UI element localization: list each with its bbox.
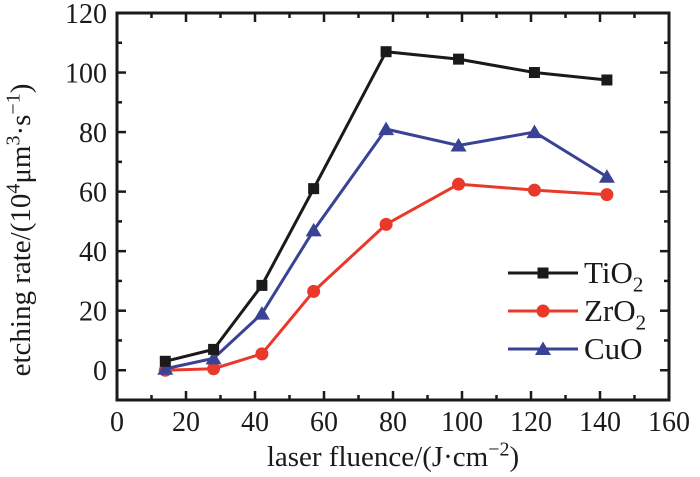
data-point-ZrO2 (600, 188, 614, 202)
x-tick-label: 40 (241, 407, 269, 438)
data-point-CuO (157, 361, 174, 375)
x-axis-title: laser fluence/(J·cm−2) (267, 439, 519, 473)
data-point-TiO2 (453, 53, 465, 65)
data-point-TiO2 (208, 343, 220, 355)
x-tick-label: 160 (648, 407, 690, 438)
series-line-TiO2 (164, 50, 608, 363)
legend-label-TiO2: TiO2 (584, 255, 643, 296)
data-point-CuO (378, 121, 395, 136)
data-point-ZrO2 (452, 177, 466, 191)
x-tick-label: 140 (579, 407, 621, 438)
x-tick-label: 100 (441, 407, 483, 438)
data-point-TiO2 (308, 183, 320, 195)
legend-item-TiO2: TiO2 (508, 255, 643, 296)
y-tick-label: 100 (65, 59, 107, 90)
data-point-ZrO2 (307, 284, 321, 298)
data-point-TiO2 (380, 46, 392, 58)
series-CuO (157, 121, 615, 375)
legend-marker-square-icon (537, 267, 549, 279)
legend-marker-triangle-icon (535, 341, 551, 355)
series-line-ZrO2 (165, 182, 607, 372)
y-tick-label: 0 (93, 356, 107, 387)
y-tick-label: 80 (79, 118, 107, 149)
data-point-TiO2 (601, 74, 613, 86)
series-TiO2 (159, 46, 613, 367)
y-tick-label: 20 (79, 297, 107, 328)
x-tick-label: 80 (379, 407, 407, 438)
y-tick-label: 60 (79, 178, 107, 209)
legend-item-ZrO2: ZrO2 (508, 293, 646, 334)
data-point-CuO (598, 169, 615, 183)
data-point-CuO (253, 306, 270, 320)
data-point-CuO (305, 222, 322, 237)
data-point-TiO2 (528, 67, 540, 79)
data-point-CuO (450, 137, 467, 152)
x-tick-label: 120 (510, 407, 552, 438)
data-point-ZrO2 (207, 362, 221, 376)
x-tick-label: 20 (172, 407, 200, 438)
data-point-ZrO2 (255, 347, 269, 361)
data-point-ZrO2 (527, 183, 541, 197)
legend-marker-circle-icon (536, 304, 550, 318)
legend-item-CuO: CuO (508, 331, 643, 366)
data-point-CuO (205, 350, 222, 365)
y-tick-label: 120 (65, 0, 107, 30)
x-tick-label: 60 (310, 407, 338, 438)
x-tick-label: 0 (110, 407, 124, 438)
y-axis-title: etching rate/(104μm3·s−1) (3, 84, 37, 377)
axis-ticks (115, 11, 671, 400)
data-point-CuO (526, 124, 543, 139)
data-point-TiO2 (256, 279, 268, 291)
data-point-ZrO2 (379, 217, 393, 231)
series-ZrO2 (158, 177, 614, 377)
y-tick-label: 40 (79, 237, 107, 268)
legend-label-CuO: CuO (584, 331, 643, 366)
series-line-CuO (164, 127, 608, 371)
data-point-TiO2 (159, 355, 171, 367)
legend-label-ZrO2: ZrO2 (584, 293, 646, 334)
